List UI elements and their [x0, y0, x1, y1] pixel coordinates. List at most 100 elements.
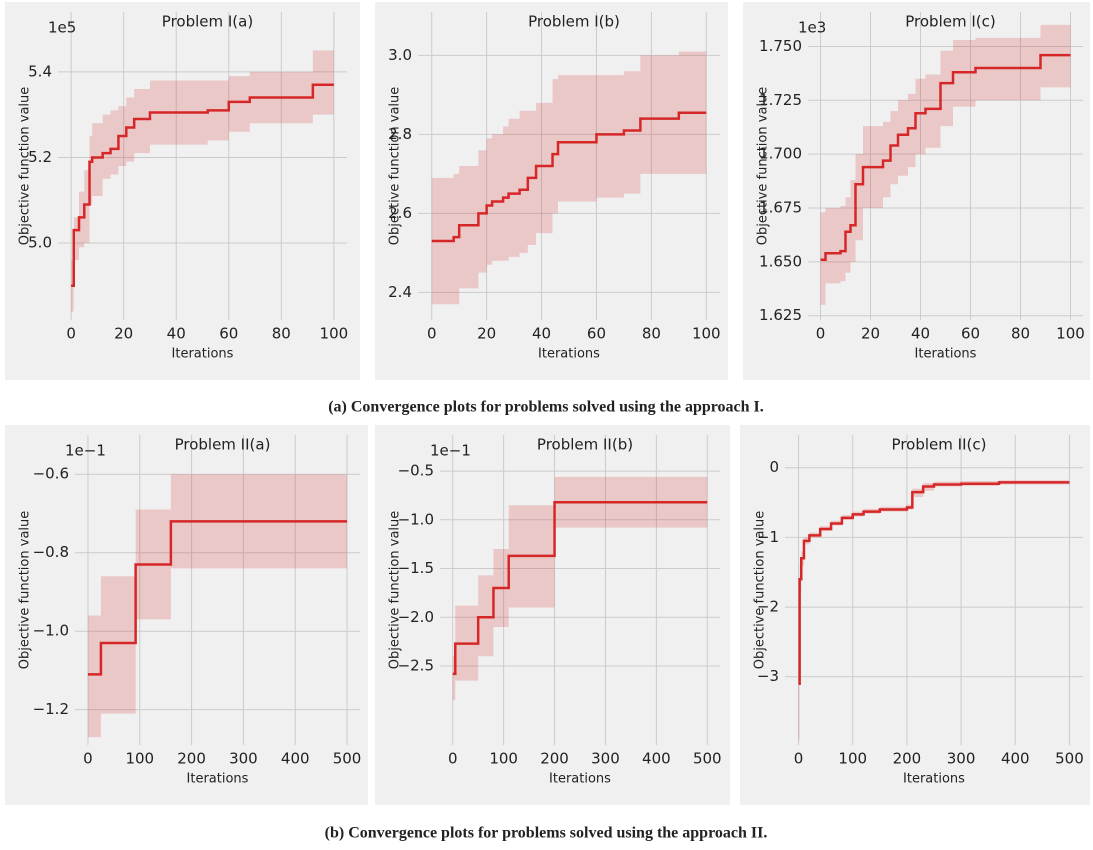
x-tick-label: 500: [693, 750, 722, 768]
x-tick-label: 40: [911, 325, 930, 343]
chart-title: Problem II(b): [537, 436, 633, 454]
y-tick-label: −0.5: [398, 462, 434, 480]
x-tick-label: 60: [587, 325, 606, 343]
panel-background: [375, 425, 730, 805]
chart-title: Problem I(a): [162, 13, 253, 31]
line: [452, 501, 708, 676]
x-tick-label: 500: [333, 750, 362, 768]
band: [452, 476, 708, 701]
y-tick-label: 2.8: [388, 125, 412, 143]
y-tick-label: 5.2: [28, 148, 52, 166]
x-tick-label: 400: [1001, 750, 1030, 768]
panel-background: [743, 2, 1090, 380]
y-tick-label: −1.0: [398, 510, 434, 528]
x-tick-label: 400: [281, 750, 310, 768]
y-tick-label: 3.0: [388, 46, 412, 64]
x-tick-label: 20: [114, 325, 133, 343]
line: [820, 53, 1071, 261]
caption: (b) Convergence plots for problems solve…: [325, 825, 768, 842]
x-tick-label: 60: [961, 325, 980, 343]
band: [431, 51, 707, 305]
x-axis-label: Iterations: [187, 772, 249, 787]
line: [798, 481, 1070, 685]
x-tick-label: 100: [489, 750, 518, 768]
x-tick-label: 100: [838, 750, 867, 768]
x-axis-label: Iterations: [538, 347, 600, 362]
y-tick-label: −3: [757, 667, 779, 685]
line: [87, 520, 348, 676]
chart-title: Problem II(c): [892, 436, 987, 454]
x-tick-label: 80: [272, 325, 291, 343]
offset-text: 1e3: [798, 19, 826, 37]
x-axis-label: Iterations: [903, 772, 965, 787]
y-tick-label: −1.5: [398, 559, 434, 577]
chart-title: Problem II(a): [175, 436, 271, 454]
panel-background: [5, 2, 360, 380]
line: [431, 111, 707, 243]
axes: −3 −2 −1 0 0 100 200 300 400 500 Problem II(c) Iter…: [753, 435, 1084, 787]
y-tick-label: 1.750: [759, 37, 802, 55]
offset-text: 1e−1: [65, 442, 106, 460]
band: [820, 24, 1071, 305]
band: [87, 474, 348, 738]
axes: −1.2 −1.0 −0.8 −0.6 0 100 200 300 400 500 Problem …: [18, 435, 362, 787]
x-tick-label: 40: [167, 325, 186, 343]
x-tick-label: 100: [125, 750, 154, 768]
x-tick-label: 0: [794, 750, 804, 768]
y-tick-label: −0.6: [33, 465, 69, 483]
x-tick-label: 100: [320, 325, 349, 343]
x-tick-label: 200: [177, 750, 206, 768]
y-tick-label: −0.8: [33, 543, 69, 561]
x-axis-label: Iterations: [172, 347, 234, 362]
axes: 2.4 2.6 2.8 3.0 0 20 40 60 80 100 Problem I(b) Iter…: [388, 12, 721, 362]
x-tick-label: 0: [66, 325, 76, 343]
x-tick-label: 40: [532, 325, 551, 343]
offset-text: 1e−1: [430, 442, 471, 460]
x-tick-label: 0: [448, 750, 458, 768]
y-axis-label: Objective function value: [18, 511, 33, 670]
x-tick-label: 300: [947, 750, 976, 768]
x-tick-label: 200: [893, 750, 922, 768]
y-tick-label: −1.0: [33, 622, 69, 640]
x-axis-label: Iterations: [915, 347, 977, 362]
panel-background: [375, 2, 728, 380]
x-tick-label: 100: [692, 325, 721, 343]
y-tick-label: −2.0: [398, 608, 434, 626]
x-tick-label: 400: [642, 750, 671, 768]
x-tick-label: 300: [591, 750, 620, 768]
y-tick-label: 5.4: [28, 62, 52, 80]
band: [71, 50, 334, 312]
chart-title: Problem I(c): [905, 13, 995, 31]
x-tick-label: 100: [1056, 325, 1085, 343]
y-tick-label: 2.4: [388, 283, 412, 301]
y-tick-label: 1.625: [759, 306, 802, 324]
caption: (a) Convergence plots for problems solve…: [328, 399, 764, 416]
panel-background: [5, 425, 368, 805]
y-axis-label: Objective function value: [753, 511, 768, 670]
axes: 5.0 5.2 5.4 0 20 40 60 80 100 Problem I(a) Iterati…: [18, 12, 349, 362]
x-tick-label: 0: [427, 325, 437, 343]
x-tick-label: 80: [1011, 325, 1030, 343]
y-axis-label: Objective function value: [388, 511, 403, 670]
axes: 1.625 1.650 1.675 1.700 1.725 1.750 0 20 40 60 80 1…: [756, 12, 1085, 362]
x-tick-label: 80: [642, 325, 661, 343]
x-tick-label: 500: [1055, 750, 1084, 768]
y-axis-label: Objective function value: [18, 87, 33, 246]
y-tick-label: 0: [769, 458, 779, 476]
chart-title: Problem I(b): [528, 13, 620, 31]
y-axis-label: Objective function value: [756, 87, 771, 246]
y-tick-label: 5.0: [28, 234, 52, 252]
y-tick-label: 2.6: [388, 204, 412, 222]
x-tick-label: 0: [816, 325, 826, 343]
y-tick-label: −1: [757, 528, 779, 546]
y-tick-label: −2: [757, 598, 779, 616]
x-axis-label: Iterations: [549, 772, 611, 787]
x-tick-label: 200: [540, 750, 569, 768]
x-tick-label: 300: [229, 750, 258, 768]
axes: −2.5 −2.0 −1.5 −1.0 −0.5 0 100 200 300 400 500 Prob…: [388, 435, 722, 787]
y-tick-label: 1.725: [759, 91, 802, 109]
line: [71, 83, 334, 288]
y-tick-label: −2.5: [398, 657, 434, 675]
x-tick-label: 20: [477, 325, 496, 343]
